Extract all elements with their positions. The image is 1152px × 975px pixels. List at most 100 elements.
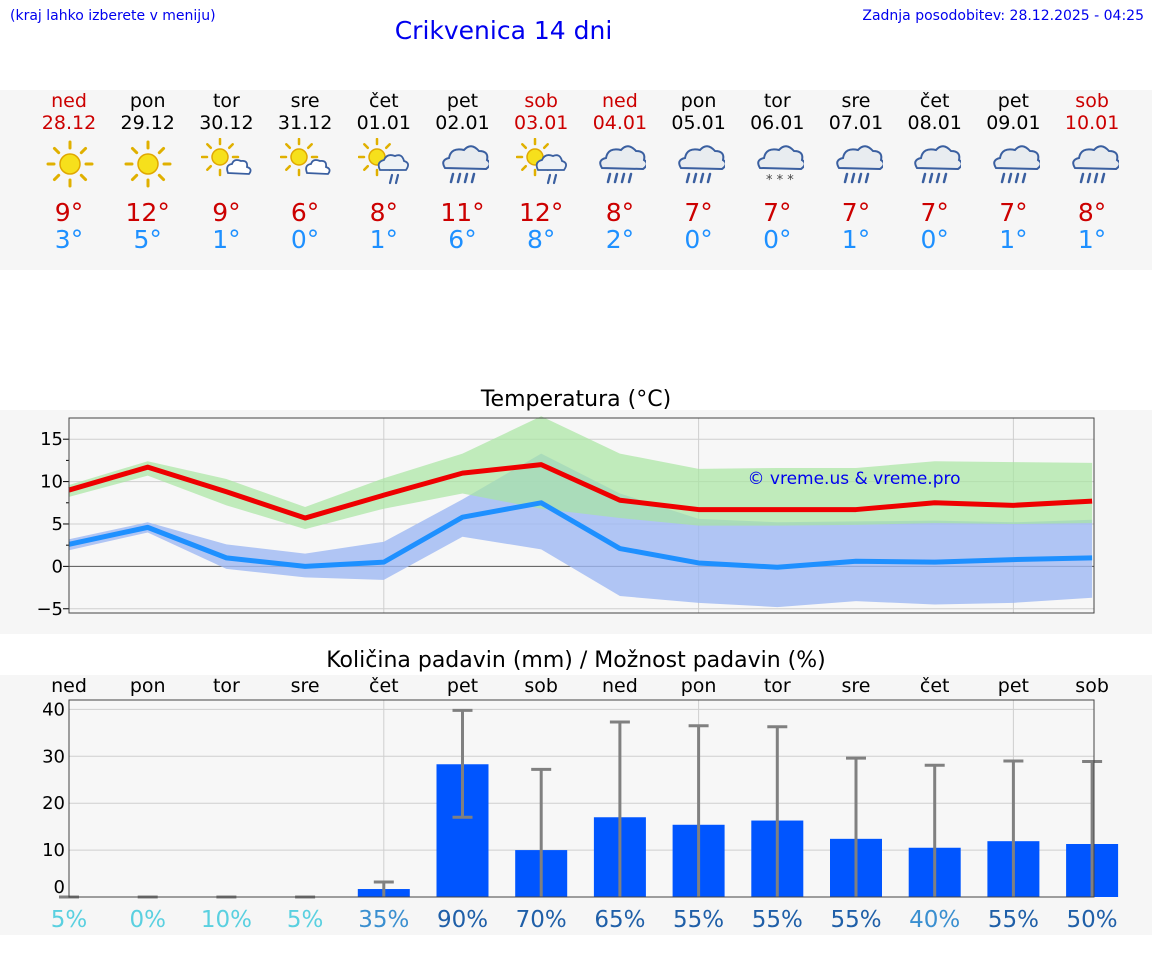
sun-cloud-icon — [200, 138, 252, 177]
max-temperature: 7° — [999, 198, 1028, 227]
day-date: 02.01 — [435, 112, 490, 134]
precip-ytick-label: 40 — [42, 699, 65, 720]
rain-cloud-icon — [993, 145, 1040, 184]
day-name: ned — [601, 90, 638, 112]
precip-day-label: ned — [602, 675, 638, 697]
max-temperature: 7° — [684, 198, 713, 227]
page-title: Crikvenica 14 dni — [394, 16, 613, 45]
precip-ytick-label: 20 — [42, 793, 65, 814]
day-name: sre — [290, 90, 320, 112]
precip-day-label: čet — [920, 675, 950, 697]
precip-probability: 35% — [358, 907, 409, 933]
day-name: sob — [524, 90, 558, 112]
day-name: tor — [763, 90, 791, 112]
min-temperature: 6° — [448, 225, 477, 254]
min-temperature: 8° — [526, 225, 556, 254]
max-temperature: 9° — [54, 198, 84, 227]
max-temperature: 7° — [920, 198, 949, 227]
precip-probability: 10% — [201, 907, 252, 933]
day-name: sob — [1075, 90, 1109, 112]
min-temperature: 1° — [999, 225, 1028, 254]
rain-cloud-icon — [442, 145, 489, 184]
precip-day-label: pon — [130, 675, 166, 697]
day-name: pet — [446, 90, 479, 112]
precip-probability: 55% — [752, 907, 803, 933]
rain-cloud-icon — [1071, 145, 1119, 184]
rain-cloud-icon — [835, 145, 883, 184]
day-date: 06.01 — [750, 112, 805, 134]
sun-rain-icon — [515, 138, 567, 185]
day-name: pon — [129, 90, 166, 112]
precip-probability: 90% — [437, 907, 488, 933]
rain-cloud-icon — [599, 145, 647, 184]
day-date: 09.01 — [986, 112, 1041, 134]
day-name: čet — [369, 90, 399, 112]
rain-cloud-icon — [914, 145, 962, 184]
temperature-chart-title: Temperatura (°C) — [480, 387, 672, 412]
temp-ytick-label: 5 — [52, 514, 63, 535]
sun-rain-icon — [358, 138, 410, 185]
max-temperature: 11° — [440, 198, 485, 227]
precip-day-label: tor — [764, 675, 791, 697]
day-date: 31.12 — [277, 112, 333, 134]
precip-day-label: pet — [447, 675, 478, 697]
day-name: sre — [841, 90, 871, 112]
precip-probability: 0% — [129, 907, 166, 933]
min-temperature: 0° — [920, 225, 949, 254]
day-date: 05.01 — [671, 112, 726, 134]
day-name: tor — [212, 90, 240, 112]
forecast-strip: ned 28.12 9° 3° pon 29.12 12° 5° tor 30.12 9° 1° sre… — [0, 90, 1152, 270]
min-temperature: 1° — [841, 225, 871, 254]
precip-plot-frame — [68, 699, 1095, 898]
min-temperature: 1° — [212, 225, 241, 254]
precip-day-label: tor — [213, 675, 240, 697]
max-temperature: 7° — [763, 198, 792, 227]
min-temperature: 2° — [605, 225, 635, 254]
min-temperature: 1° — [1077, 225, 1107, 254]
precip-ytick-label: 0 — [54, 877, 65, 898]
precip-day-label: sob — [524, 675, 558, 697]
max-temperature: 12° — [519, 198, 564, 227]
day-name: ned — [51, 90, 87, 112]
min-temp-band — [69, 453, 1093, 608]
day-date: 07.01 — [828, 112, 884, 134]
day-date: 03.01 — [513, 112, 569, 134]
temp-ytick-label: 10 — [40, 472, 63, 493]
precip-day-label: sre — [291, 675, 320, 697]
day-name: pon — [680, 90, 717, 112]
min-temperature: 1° — [369, 225, 398, 254]
watermark: © vreme.us & vreme.pro — [747, 469, 960, 489]
rain-cloud-icon — [678, 145, 726, 184]
precipitation-chart-title: Količina padavin (mm) / Možnost padavin … — [326, 648, 826, 673]
sun-icon — [46, 140, 93, 188]
precip-probability: 50% — [1067, 907, 1118, 933]
precip-day-label: sre — [842, 675, 871, 697]
day-date: 01.01 — [356, 112, 411, 134]
precip-probability: 55% — [988, 907, 1039, 933]
sun-cloud-icon — [279, 138, 331, 177]
precip-day-label: pet — [998, 675, 1029, 697]
day-date: 29.12 — [120, 112, 175, 134]
max-temperature: 9° — [212, 198, 241, 227]
day-date: 10.01 — [1064, 112, 1120, 134]
day-date: 28.12 — [41, 112, 97, 134]
last-update: Zadnja posodobitev: 28.12.2025 - 04:25 — [862, 8, 1144, 24]
temp-ytick-label: 15 — [40, 429, 63, 450]
temp-ytick-label: −5 — [36, 599, 63, 620]
min-temperature: 0° — [290, 225, 320, 254]
precip-day-label: ned — [51, 675, 87, 697]
temp-plot-frame — [68, 417, 1095, 614]
day-date: 04.01 — [592, 112, 648, 134]
precip-probability: 70% — [516, 907, 567, 933]
precip-day-label: sob — [1075, 675, 1109, 697]
snow-cloud-icon: * * * — [757, 145, 804, 188]
precip-probability: 40% — [909, 907, 960, 933]
precip-probability: 55% — [673, 907, 724, 933]
day-date: 30.12 — [199, 112, 254, 134]
precip-probability: 55% — [830, 907, 881, 933]
day-name: pet — [997, 90, 1029, 112]
precip-ytick-label: 30 — [42, 746, 65, 767]
precip-probability: 65% — [594, 907, 645, 933]
precip-day-label: pon — [681, 675, 717, 697]
